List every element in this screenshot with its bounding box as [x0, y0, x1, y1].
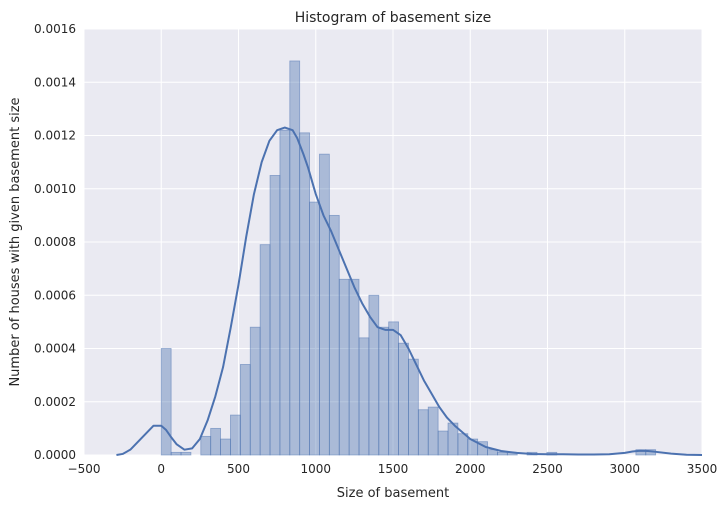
histogram-bar — [289, 60, 301, 456]
histogram-bar — [497, 451, 508, 456]
y-tick-label: 0.0000 — [34, 448, 76, 462]
y-tick-label: 0.0012 — [34, 129, 76, 143]
y-tick-label: 0.0006 — [34, 288, 76, 302]
histogram-bar — [230, 414, 241, 456]
histogram-bar — [328, 214, 340, 456]
histogram-bar — [309, 201, 320, 456]
histogram-bar — [437, 430, 449, 456]
x-tick-label: 3500 — [687, 462, 718, 476]
histogram-bar — [408, 358, 419, 456]
histogram-bars — [160, 60, 657, 456]
histogram-bar — [398, 342, 409, 456]
histogram-bar — [319, 153, 330, 456]
histogram-bar — [170, 451, 182, 456]
histogram-bar — [279, 129, 291, 456]
histogram-bar — [259, 244, 271, 456]
x-tick-label: 3000 — [609, 462, 640, 476]
y-tick-label: 0.0016 — [34, 22, 76, 36]
y-tick-labels: 0.0000 0.0002 0.0004 0.0006 0.0008 0.0010 0.00… — [34, 22, 76, 462]
kde-curve — [116, 126, 703, 456]
x-tick-label: −500 — [68, 462, 101, 476]
histogram-bar — [249, 326, 261, 456]
x-tick-label: 2000 — [455, 462, 486, 476]
x-tick-label: 0 — [157, 462, 165, 476]
histogram-bar — [368, 294, 380, 456]
histogram-bar — [358, 337, 370, 456]
histogram-bar — [180, 451, 192, 456]
y-tick-label: 0.0002 — [34, 395, 76, 409]
x-tick-labels: −500 0 500 1000 1500 2000 2500 3000 3500 — [68, 462, 718, 476]
histogram-bar — [210, 427, 221, 456]
histogram-bar — [220, 438, 231, 456]
histogram-bar — [269, 175, 281, 456]
histogram-bar — [299, 132, 310, 456]
x-axis-label: Size of basement — [337, 486, 449, 501]
histogram-bar — [239, 364, 251, 456]
x-tick-label: 2500 — [532, 462, 563, 476]
x-tick-label: 1500 — [378, 462, 409, 476]
histogram-bar — [427, 406, 439, 456]
y-tick-label: 0.0008 — [34, 235, 76, 249]
histogram-bar — [417, 409, 429, 456]
histogram-bar — [200, 435, 212, 456]
x-tick-label: 500 — [227, 462, 250, 476]
histogram-bar — [338, 278, 350, 456]
histogram-bar — [378, 326, 390, 456]
x-tick-label: 1000 — [300, 462, 331, 476]
histogram-bar — [160, 348, 172, 456]
y-tick-label: 0.0010 — [34, 182, 76, 196]
y-tick-label: 0.0004 — [34, 342, 76, 356]
chart-title: Histogram of basement size — [295, 10, 492, 26]
y-axis-label: Number of houses with given basement siz… — [8, 97, 23, 386]
y-tick-label: 0.0014 — [34, 75, 76, 89]
histogram-bar — [348, 278, 360, 456]
histogram-bar — [388, 321, 399, 456]
